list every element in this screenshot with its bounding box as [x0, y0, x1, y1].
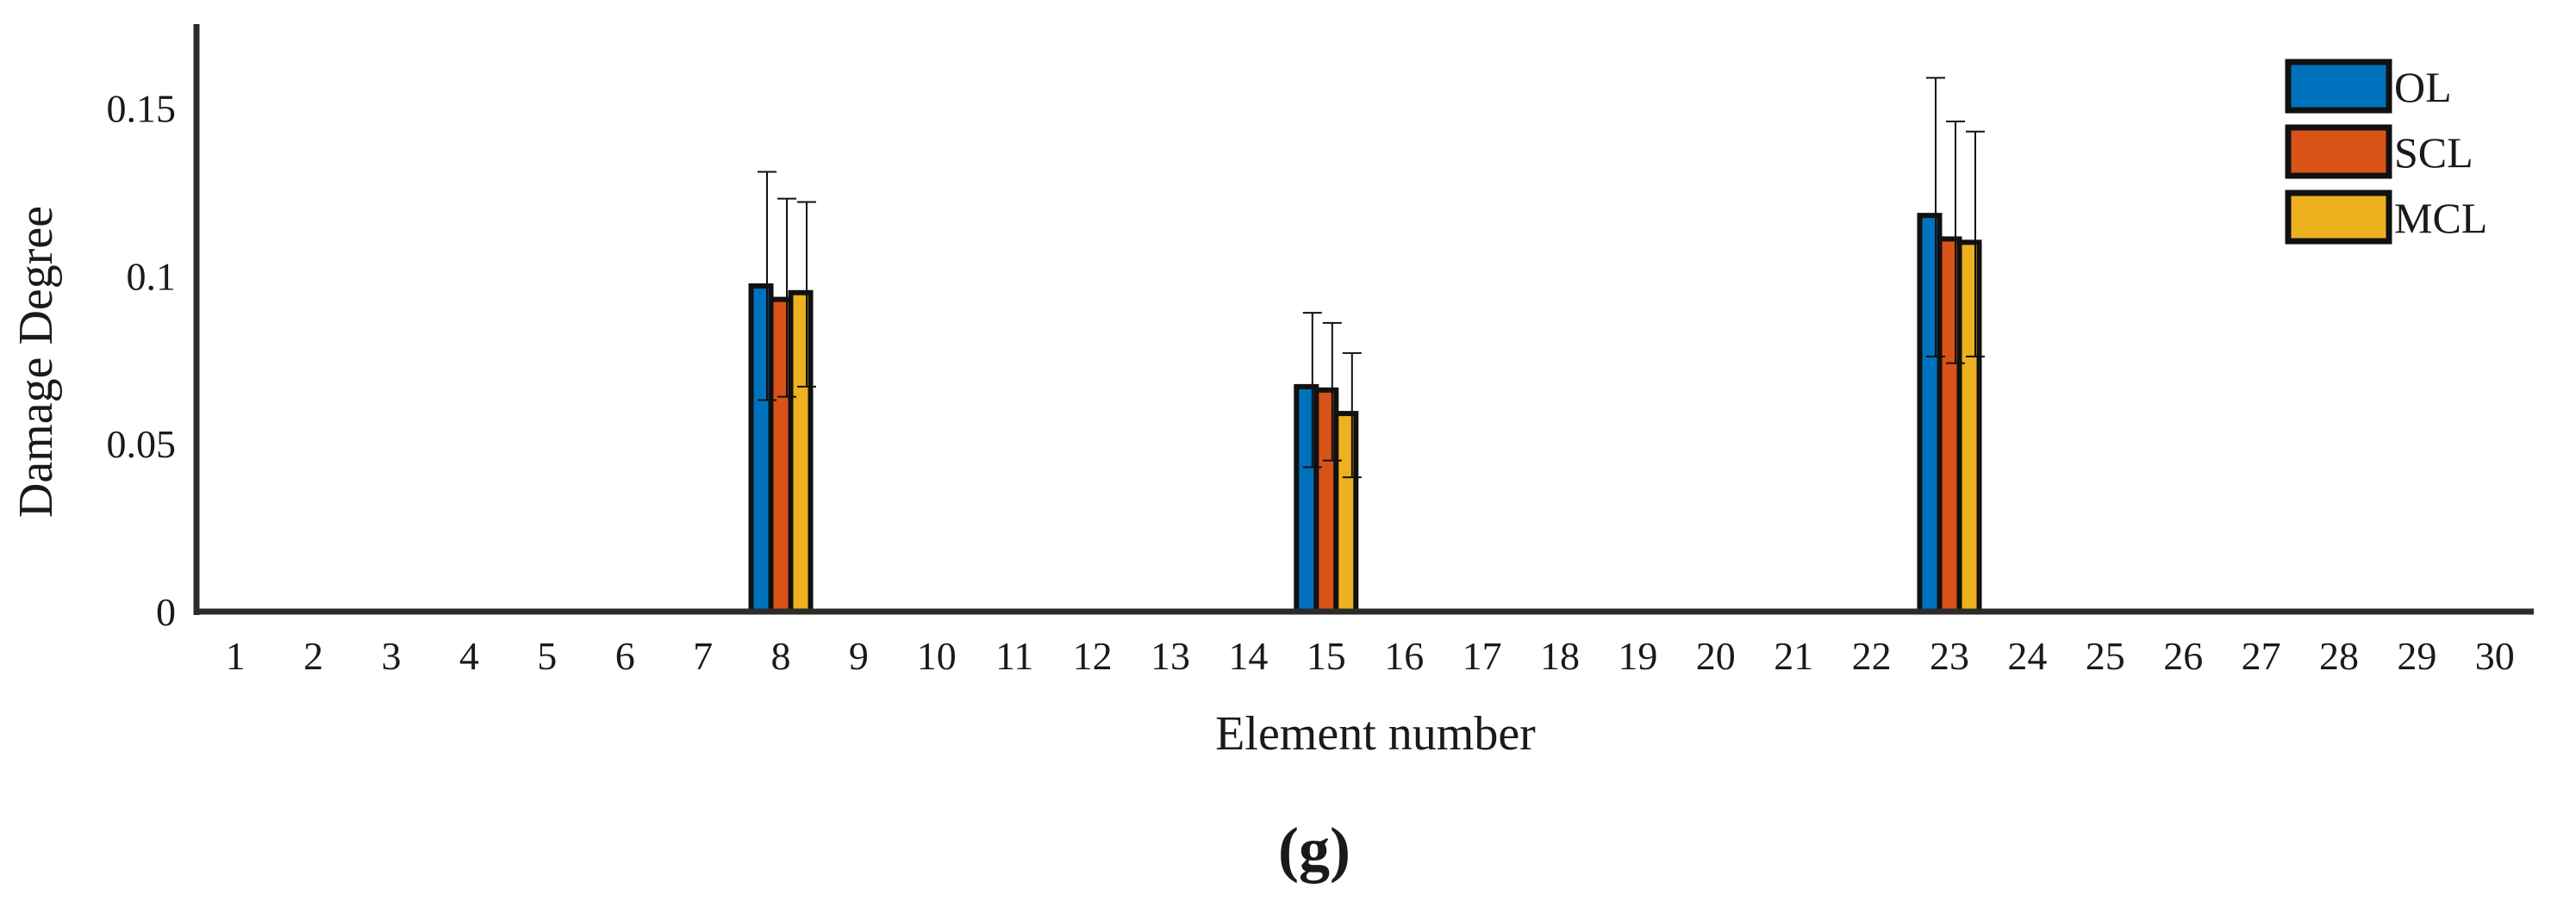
legend-label: OL	[2394, 63, 2452, 111]
x-tick-label: 19	[1618, 634, 1657, 678]
x-tick-label: 30	[2475, 634, 2515, 678]
error-bar-scl-8	[777, 197, 796, 398]
legend-swatch	[2285, 124, 2392, 179]
x-tick-label: 9	[849, 634, 869, 678]
bar-scl-15	[1313, 387, 1339, 614]
bar-ol-15	[1294, 383, 1319, 614]
x-tick-label: 4	[459, 634, 479, 678]
error-bars-layer	[758, 77, 1985, 479]
bar-scl-8	[768, 296, 794, 614]
legend-item-mcl: MCL	[2285, 190, 2487, 245]
axes-layer	[193, 24, 2534, 615]
y-axis-label: Damage Degree	[9, 206, 63, 518]
x-tick-label: 16	[1384, 634, 1424, 678]
legend-label: MCL	[2394, 194, 2487, 242]
x-tick-label: 10	[917, 634, 957, 678]
x-tick-label: 28	[2319, 634, 2359, 678]
bar-ol-23	[1917, 213, 1943, 614]
legend-item-scl: SCL	[2285, 124, 2473, 179]
x-tick-label: 25	[2086, 634, 2125, 678]
x-tick-label: 8	[771, 634, 791, 678]
x-tick-label: 21	[1774, 634, 1813, 678]
x-tick-label: 14	[1228, 634, 1268, 678]
x-tick-label: 26	[2163, 634, 2203, 678]
bar-mcl-23	[1956, 239, 1982, 614]
x-tick-label: 29	[2397, 634, 2436, 678]
x-tick-label: 22	[1852, 634, 1892, 678]
x-tick-label: 27	[2242, 634, 2281, 678]
x-tick-label: 3	[382, 634, 402, 678]
bar-mcl-8	[788, 289, 814, 614]
y-tick-labels: 0 0.05 0.1 0.15	[107, 86, 177, 634]
error-bar-mcl-8	[797, 201, 816, 388]
panel-label: (g)	[1278, 815, 1350, 884]
x-tick-label: 18	[1540, 634, 1580, 678]
bar-mcl-15	[1333, 411, 1359, 614]
x-tick-label: 7	[693, 634, 713, 678]
x-tick-label: 13	[1151, 634, 1190, 678]
x-tick-label: 20	[1696, 634, 1736, 678]
error-bar-ol-8	[758, 171, 777, 401]
legend-item-ol: OL	[2285, 59, 2452, 114]
x-tick-labels: 1 2 3 4 5 6 7 8 9 10 11 12 13 14 15 16 17 18 19 20 21 22 23 24 2…	[226, 634, 2515, 678]
bar-scl-23	[1937, 236, 1962, 614]
error-bar-scl-23	[1946, 121, 1965, 364]
x-tick-label: 23	[1930, 634, 1969, 678]
legend-swatch	[2285, 190, 2392, 245]
x-tick-label: 24	[2007, 634, 2047, 678]
x-tick-label: 1	[226, 634, 246, 678]
x-tick-label: 6	[615, 634, 635, 678]
x-tick-label: 11	[995, 634, 1033, 678]
error-bar-ol-23	[1926, 77, 1945, 357]
x-tick-label: 17	[1463, 634, 1502, 678]
x-tick-label: 15	[1307, 634, 1346, 678]
y-tick-label: 0.15	[107, 86, 177, 130]
error-bar-ol-15	[1302, 312, 1322, 469]
y-tick-label: 0.1	[127, 254, 177, 298]
x-tick-label: 5	[537, 634, 557, 678]
legend-swatch	[2285, 59, 2392, 114]
y-tick-label: 0	[156, 590, 176, 634]
x-tick-label: 2	[303, 634, 323, 678]
y-tick-label: 0.05	[107, 422, 177, 466]
error-bar-scl-15	[1322, 321, 1342, 462]
x-tick-label: 12	[1073, 634, 1113, 678]
error-bar-mcl-15	[1342, 351, 1362, 479]
error-bar-mcl-23	[1966, 130, 1985, 357]
bar-ol-8	[748, 283, 774, 614]
legend: OL SCL MCL	[2285, 59, 2487, 245]
legend-label: SCL	[2394, 128, 2473, 177]
bars-layer	[748, 213, 1982, 614]
x-axis-label: Element number	[1215, 707, 1536, 761]
